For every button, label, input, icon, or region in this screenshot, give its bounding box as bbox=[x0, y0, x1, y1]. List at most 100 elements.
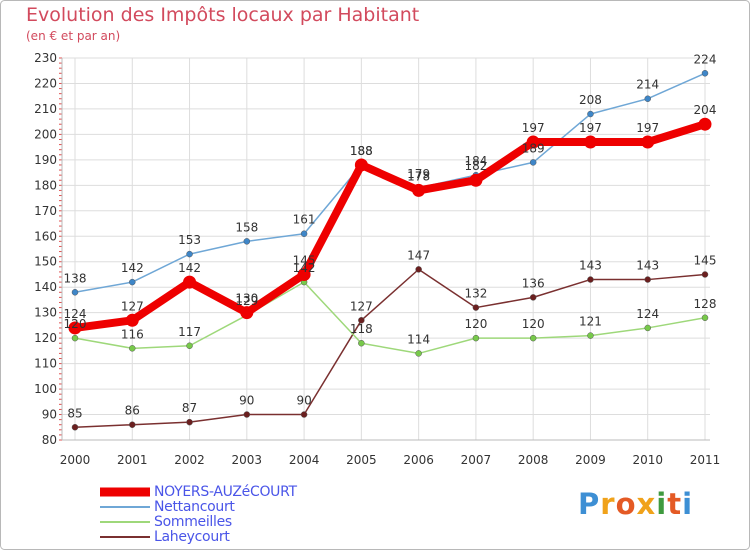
series-layer bbox=[68, 70, 712, 431]
data-label: 114 bbox=[407, 332, 430, 346]
legend-item: Sommeilles bbox=[100, 514, 297, 530]
logo-letter: r bbox=[600, 487, 616, 521]
x-tick-label: 2005 bbox=[346, 453, 377, 467]
data-point bbox=[71, 289, 79, 296]
data-point bbox=[186, 418, 193, 426]
y-tick-label: 130 bbox=[34, 306, 57, 320]
data-label: 124 bbox=[636, 307, 659, 321]
data-point bbox=[297, 267, 311, 281]
data-point bbox=[529, 294, 537, 301]
y-tick-label: 200 bbox=[34, 127, 57, 141]
data-label: 86 bbox=[125, 404, 140, 418]
data-label: 87 bbox=[182, 401, 197, 415]
legend-swatch-laheycourt bbox=[100, 536, 150, 538]
x-tick-label: 2006 bbox=[403, 453, 434, 467]
y-tick-label: 210 bbox=[34, 102, 57, 116]
series-line bbox=[74, 120, 707, 332]
x-tick-label: 2010 bbox=[632, 453, 663, 467]
y-tick-label: 80 bbox=[42, 433, 57, 447]
data-label: 204 bbox=[694, 103, 717, 117]
y-tick-label: 110 bbox=[34, 357, 57, 371]
data-point bbox=[243, 238, 251, 245]
data-point bbox=[183, 275, 197, 289]
legend-swatch-noyers bbox=[100, 487, 150, 497]
y-tick-label: 100 bbox=[34, 382, 57, 396]
data-label: 120 bbox=[522, 317, 545, 331]
logo-letter: i bbox=[656, 487, 668, 521]
data-label: 197 bbox=[522, 121, 545, 135]
logo-letter: x bbox=[636, 487, 657, 521]
data-label: 120 bbox=[464, 317, 487, 331]
data-label: 224 bbox=[694, 52, 717, 66]
logo-letter: P bbox=[578, 487, 601, 521]
logo-letter: o bbox=[615, 487, 637, 521]
data-point bbox=[644, 95, 651, 102]
data-label: 124 bbox=[64, 307, 87, 321]
logo-letter: i bbox=[682, 487, 694, 521]
x-tick-label: 2011 bbox=[690, 453, 721, 467]
x-tick-label: 2007 bbox=[461, 453, 492, 467]
data-point bbox=[300, 411, 308, 418]
data-point bbox=[472, 304, 480, 311]
series-line bbox=[74, 268, 706, 429]
legend-label-nettancourt: Nettancourt bbox=[154, 498, 235, 515]
legend-item: Nettancourt bbox=[100, 498, 297, 515]
data-label: 189 bbox=[522, 141, 545, 155]
grid-layer bbox=[62, 57, 710, 441]
chart-title: Evolution des Impôts locaux par Habitant bbox=[26, 4, 420, 26]
data-point bbox=[358, 317, 365, 324]
data-point bbox=[529, 159, 537, 166]
data-label: 142 bbox=[293, 261, 316, 275]
data-point bbox=[644, 324, 651, 332]
y-tick-label: 220 bbox=[34, 76, 57, 90]
data-label: 120 bbox=[64, 317, 87, 331]
data-point bbox=[186, 342, 193, 350]
data-label: 145 bbox=[694, 253, 717, 267]
data-label: 130 bbox=[235, 292, 258, 306]
y-tick-label: 230 bbox=[34, 51, 57, 65]
data-point bbox=[412, 183, 426, 197]
axis-layer: 80 90 100 110 120 130 140 150 160 170 180 190 200 210… bbox=[34, 51, 720, 467]
data-point bbox=[701, 314, 709, 322]
y-tick-label: 190 bbox=[34, 153, 57, 167]
data-label: 143 bbox=[636, 259, 659, 273]
legend-swatch-sommeilles bbox=[100, 521, 150, 523]
series-line bbox=[74, 72, 706, 294]
x-tick-label: 2003 bbox=[232, 453, 263, 467]
data-label: 127 bbox=[121, 299, 144, 313]
data-point bbox=[583, 135, 597, 149]
data-label: 197 bbox=[636, 121, 659, 135]
data-label: 90 bbox=[296, 394, 311, 408]
data-point bbox=[300, 230, 308, 237]
data-point bbox=[587, 276, 594, 283]
y-tick-label: 90 bbox=[42, 408, 57, 422]
data-point bbox=[129, 421, 136, 428]
data-point bbox=[358, 339, 365, 347]
data-label: 214 bbox=[636, 78, 659, 92]
data-label: 158 bbox=[235, 220, 258, 234]
data-label: 117 bbox=[178, 325, 201, 339]
data-label: 208 bbox=[579, 93, 602, 107]
data-point bbox=[129, 345, 136, 352]
data-label: 147 bbox=[407, 248, 430, 262]
data-label: 182 bbox=[464, 159, 487, 173]
data-point bbox=[129, 278, 136, 286]
data-point bbox=[415, 350, 422, 357]
data-point bbox=[71, 424, 79, 431]
logo-letters: Proxiti bbox=[578, 487, 693, 521]
data-point bbox=[71, 334, 79, 342]
logo-letter: t bbox=[667, 487, 683, 521]
data-label: 127 bbox=[350, 299, 373, 313]
x-tick-label: 2009 bbox=[575, 453, 606, 467]
data-point bbox=[68, 321, 82, 335]
x-tick-label: 2008 bbox=[518, 453, 549, 467]
data-point bbox=[354, 158, 368, 172]
data-label: 116 bbox=[121, 327, 144, 341]
data-label: 85 bbox=[67, 406, 82, 420]
data-label: 184 bbox=[464, 154, 487, 168]
data-label: 138 bbox=[64, 271, 87, 285]
data-point bbox=[469, 173, 483, 187]
y-tick-label: 120 bbox=[34, 331, 57, 345]
x-tick-label: 2002 bbox=[174, 453, 205, 467]
